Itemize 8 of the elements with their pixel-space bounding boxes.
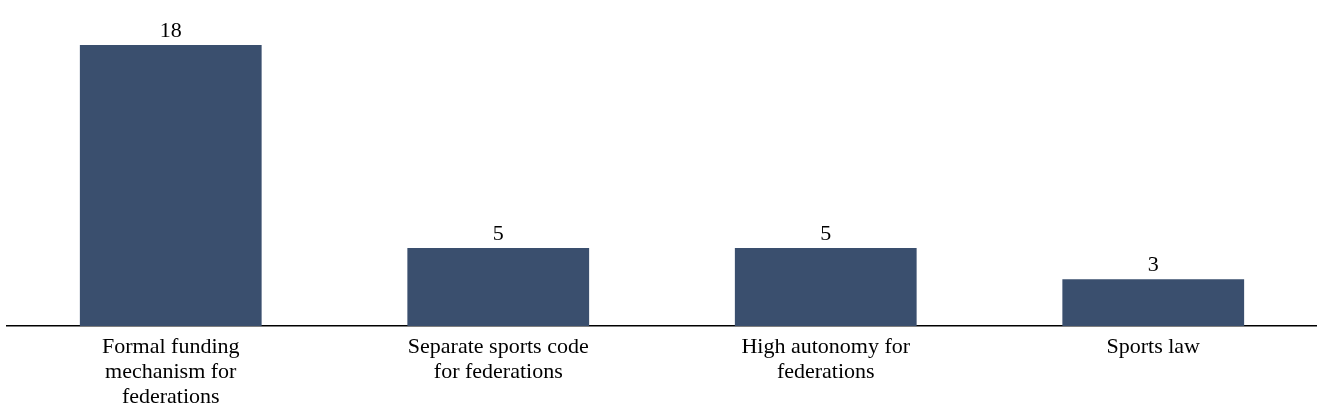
x-tick-label: Formal funding mechanism for federations — [102, 332, 240, 409]
x-tick-label: High autonomy for federations — [741, 332, 911, 383]
data-label: 5 — [492, 219, 504, 245]
data-label: 18 — [159, 16, 182, 42]
x-tick-label: Separate sports code for federations — [407, 332, 589, 383]
data-label: 3 — [1147, 251, 1159, 277]
x-tick-label: Sports law — [1106, 332, 1201, 358]
data-label: 5 — [820, 219, 832, 245]
